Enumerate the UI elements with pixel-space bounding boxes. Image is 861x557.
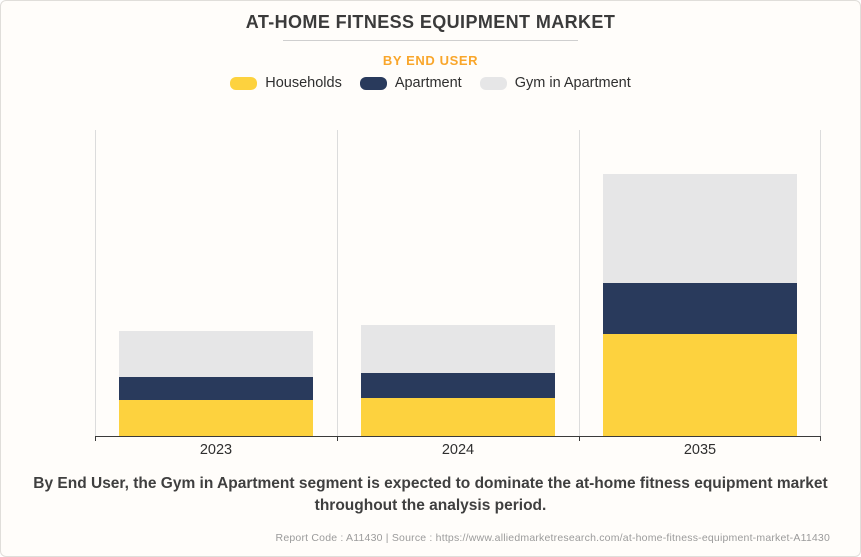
gridline-2	[579, 130, 580, 436]
stacked-bar-2024	[361, 325, 555, 436]
axis-tick	[336, 436, 338, 441]
x-axis-label-2023: 2023	[199, 442, 233, 458]
chart-caption: By End User, the Gym in Apartment segmen…	[1, 473, 860, 517]
x-axis-labels: 2023 2024 2035	[95, 436, 821, 458]
stacked-bar-2023	[119, 331, 313, 436]
segment-2035-gym-in-apartment	[603, 174, 797, 283]
chart-title: AT-HOME FITNESS EQUIPMENT MARKET	[245, 12, 616, 32]
gym-in-apartment-swatch-icon	[479, 76, 507, 90]
x-axis-label-2035: 2035	[683, 442, 717, 458]
segment-2024-households	[361, 398, 555, 436]
gridline-left	[95, 130, 96, 436]
segment-2035-apartment	[603, 283, 797, 334]
segment-2024-gym-in-apartment	[361, 325, 555, 373]
legend-label: Apartment	[394, 75, 462, 91]
segment-2023-households	[119, 400, 313, 436]
axis-tick	[820, 436, 821, 441]
axis-tick	[579, 436, 580, 441]
x-axis-line	[95, 435, 821, 437]
legend-label: Households	[265, 75, 342, 91]
segment-2023-apartment	[119, 377, 313, 400]
chart-subtitle: BY END USER	[382, 53, 479, 68]
plot-area	[95, 130, 821, 441]
title-underline	[283, 40, 578, 41]
apartment-swatch-icon	[359, 76, 387, 90]
axis-tick	[95, 436, 96, 441]
caption-line-1: By End User, the Gym in Apartment segmen…	[33, 475, 828, 492]
bar-group-2035	[579, 130, 821, 436]
legend-label: Gym in Apartment	[514, 75, 631, 91]
gridline-right	[820, 130, 821, 436]
legend-item-gym-in-apartment: Gym in Apartment	[479, 75, 631, 91]
report-source-text: Report Code : A11430 | Source : https://…	[275, 532, 830, 544]
legend: Households Apartment Gym in Apartment	[1, 75, 860, 91]
bar-group-2024	[337, 130, 579, 436]
segment-2035-households	[603, 334, 797, 436]
segment-2024-apartment	[361, 373, 555, 398]
households-swatch-icon	[230, 76, 258, 90]
gridline-1	[336, 130, 338, 436]
bar-group-2023	[95, 130, 337, 436]
segment-2023-gym-in-apartment	[119, 331, 313, 377]
caption-line-2: throughout the analysis period.	[314, 497, 547, 514]
legend-item-apartment: Apartment	[359, 75, 462, 91]
stacked-bar-2035	[603, 174, 797, 436]
bars-row	[95, 130, 821, 436]
legend-item-households: Households	[230, 75, 342, 91]
x-axis-label-2024: 2024	[441, 442, 475, 458]
